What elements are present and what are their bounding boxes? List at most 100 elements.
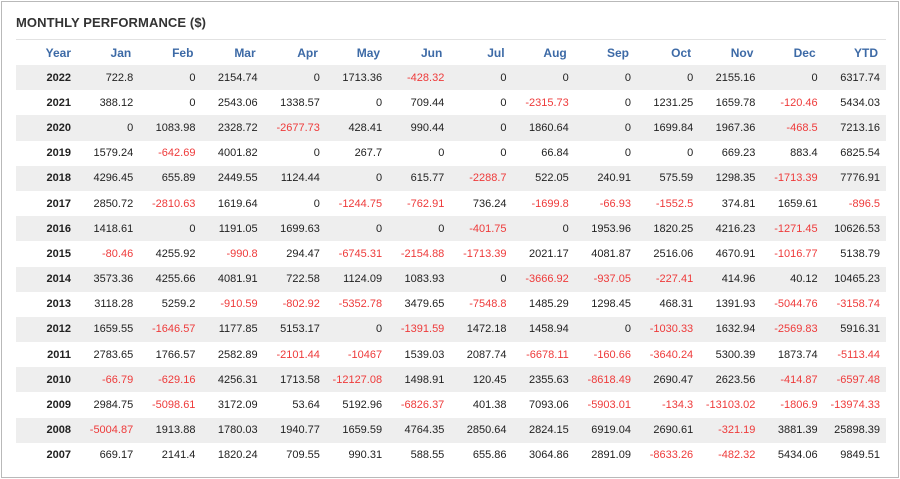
value-cell: 53.64 <box>292 399 320 412</box>
value-cell: -5903.01 <box>587 399 631 412</box>
value-cell: -5352.78 <box>338 298 383 311</box>
value-cell: -6678.11 <box>526 348 569 361</box>
year-cell: 2020 <box>16 115 77 141</box>
value-cell: 2155.16 <box>699 65 762 91</box>
value-cell: 0 <box>438 147 445 160</box>
value-cell: 1967.36 <box>699 115 762 141</box>
value-cell: 2087.74 <box>466 348 507 361</box>
value-cell: 0 <box>636 65 700 91</box>
value-cell: 1391.93 <box>715 298 756 311</box>
value-cell: 4296.45 <box>77 165 140 191</box>
column-header-year: Year <box>16 39 77 65</box>
value-cell: -321.19 <box>699 417 762 443</box>
value-cell: -8618.49 <box>574 367 637 393</box>
value-cell: 25898.39 <box>823 417 886 443</box>
value-cell: -1646.57 <box>139 316 202 343</box>
value-cell: -642.69 <box>158 147 196 160</box>
value-cell: 575.59 <box>636 165 700 191</box>
value-cell: 0 <box>450 266 513 292</box>
value-cell: 4764.35 <box>388 417 451 443</box>
value-cell: -1806.9 <box>780 399 818 412</box>
table-body: 2022 722.8 0 2154.74 0 1713.36 -428.32 0 0 0 0 2155… <box>16 65 886 468</box>
column-header-ytd: YTD <box>823 39 886 65</box>
table-header-row: Year Jan Feb Mar Apr May Jun Jul Aug Sep Oct Nov Dec… <box>16 39 886 65</box>
table-row: 2021 388.12 0 2543.06 1338.57 0 709.44 0 -2315.7… <box>16 90 886 115</box>
value-cell: 669.17 <box>99 449 134 462</box>
value-cell: 2824.15 <box>512 417 575 443</box>
value-cell: -6745.31 <box>338 247 383 260</box>
value-cell: -2569.83 <box>761 316 824 343</box>
value-cell: -12127.08 <box>325 367 389 393</box>
value-cell: 10465.23 <box>823 266 886 292</box>
value-cell: 1699.84 <box>636 115 700 141</box>
column-header-mar: Mar <box>201 39 264 65</box>
value-cell: 0 <box>761 65 824 91</box>
value-cell: 7776.91 <box>823 165 886 191</box>
value-cell: -5044.76 <box>774 298 818 311</box>
value-cell: 4081.91 <box>201 266 264 292</box>
value-cell: 1298.35 <box>699 165 762 191</box>
value-cell: 0 <box>624 147 631 160</box>
value-cell: 1873.74 <box>777 348 818 361</box>
value-cell: 9849.51 <box>840 449 880 462</box>
value-cell: 294.47 <box>286 247 320 260</box>
value-cell: -937.05 <box>574 266 637 292</box>
value-cell: 66.84 <box>541 147 569 160</box>
value-cell: -762.91 <box>407 197 445 210</box>
value-cell: 1231.25 <box>653 96 694 109</box>
value-cell: -3666.92 <box>512 266 575 292</box>
value-cell: 1659.55 <box>77 316 140 343</box>
value-cell: 468.31 <box>659 298 694 311</box>
table-row: 2011 2783.65 1766.57 2582.89 -2101.44 -10467 1… <box>16 342 886 367</box>
value-cell: 414.96 <box>699 266 762 292</box>
value-cell: 0 <box>263 65 326 91</box>
table-row: 2019 1579.24 -642.69 4001.82 0 267.7 0 0 66.84 0 0… <box>16 141 886 166</box>
value-cell: -8633.26 <box>649 449 694 462</box>
year-cell: 2013 <box>46 298 71 311</box>
value-cell: 2984.75 <box>93 399 134 412</box>
value-cell: 1458.94 <box>512 316 575 343</box>
value-cell: 388.12 <box>99 96 134 109</box>
table-row: 2022 722.8 0 2154.74 0 1713.36 -428.32 0 0 0 0 2155… <box>16 65 886 91</box>
column-header-sep: Sep <box>574 39 637 65</box>
value-cell: 1191.05 <box>201 216 264 242</box>
value-cell: -1016.77 <box>774 247 818 260</box>
value-cell: 1659.78 <box>715 96 756 109</box>
value-cell: 1083.98 <box>139 115 202 141</box>
value-cell: -5098.61 <box>152 399 196 412</box>
value-cell: 1177.85 <box>201 316 264 343</box>
value-cell: 3118.28 <box>94 298 134 311</box>
value-cell: -414.87 <box>761 367 824 393</box>
column-header-jan: Jan <box>77 39 140 65</box>
value-cell: 1699.63 <box>263 216 326 242</box>
value-cell: 1498.91 <box>388 367 451 393</box>
value-cell: -134.3 <box>661 399 694 412</box>
value-cell: -7548.8 <box>469 298 507 311</box>
year-cell: 2018 <box>16 165 77 191</box>
value-cell: -468.5 <box>761 115 824 141</box>
value-cell: 5259.2 <box>161 298 196 311</box>
year-cell: 2015 <box>46 247 71 260</box>
value-cell: 883.4 <box>790 147 818 160</box>
year-cell: 2014 <box>16 266 77 292</box>
value-cell: 1780.03 <box>201 417 264 443</box>
value-cell: -5004.87 <box>77 417 140 443</box>
table-row: 2015 -80.46 4255.92 -990.8 294.47 -6745.31 -21… <box>16 241 886 266</box>
year-cell: 2016 <box>16 216 77 242</box>
value-cell: 1820.25 <box>636 216 700 242</box>
value-cell: 2582.89 <box>217 348 258 361</box>
value-cell: -2154.88 <box>400 247 445 260</box>
value-cell: 722.8 <box>77 65 140 91</box>
value-cell: 0 <box>687 147 694 160</box>
value-cell: 1940.77 <box>263 417 326 443</box>
value-cell: 0 <box>139 216 202 242</box>
value-cell: -896.5 <box>848 197 880 210</box>
value-cell: 1913.88 <box>139 417 202 443</box>
table-row: 2018 4296.45 655.89 2449.55 1124.44 0 615.77 -2… <box>16 165 886 191</box>
value-cell: 655.89 <box>139 165 202 191</box>
value-cell: 5138.79 <box>840 247 880 260</box>
value-cell: 1659.59 <box>325 417 389 443</box>
value-cell: -6597.48 <box>823 367 886 393</box>
value-cell: 990.44 <box>388 115 451 141</box>
